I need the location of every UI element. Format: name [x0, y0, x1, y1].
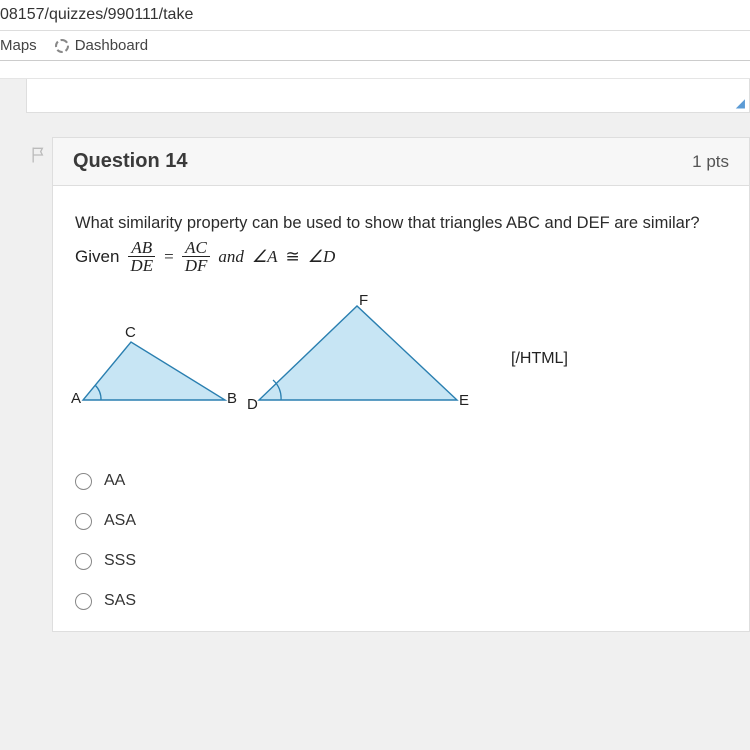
dashboard-icon — [55, 39, 69, 53]
vertex-a: A — [71, 390, 81, 407]
question-points: 1 pts — [692, 152, 729, 172]
bookmark-label: Dashboard — [75, 37, 148, 54]
radio-icon — [75, 553, 92, 570]
options-group: AA ASA SSS SAS — [75, 461, 727, 621]
question-body: What similarity property can be used to … — [53, 186, 749, 631]
bookmarks-bar: Maps Dashboard — [0, 31, 750, 61]
fraction-1: AB DE — [127, 239, 156, 274]
stray-html-tag: [/HTML] — [511, 350, 568, 368]
url-text: 08157/quizzes/990111/take — [0, 6, 193, 23]
triangle-abc-svg — [75, 330, 235, 412]
previous-answer-box[interactable]: ◢ — [26, 79, 750, 113]
diagram-row: A B C D E F [/HTML] — [75, 300, 727, 417]
option-aa[interactable]: AA — [75, 461, 727, 501]
option-label: ASA — [104, 512, 136, 530]
fraction-2: AC DF — [182, 239, 211, 274]
resize-grip-icon: ◢ — [736, 96, 745, 110]
bookmark-label: Maps — [0, 37, 37, 54]
equals-sign: = — [164, 247, 174, 267]
option-asa[interactable]: ASA — [75, 501, 727, 541]
flag-gutter — [26, 137, 52, 632]
triangle-def-svg — [249, 300, 469, 412]
header-gap — [0, 61, 750, 79]
question-card: Question 14 1 pts What similarity proper… — [52, 137, 750, 632]
vertex-b: B — [227, 390, 237, 407]
url-bar: 08157/quizzes/990111/take — [0, 0, 750, 31]
congruent-sign: ≅ — [285, 247, 299, 267]
radio-icon — [75, 513, 92, 530]
angle-d: ∠D — [308, 247, 336, 267]
given-line: Given AB DE = AC DF and ∠A ≅ ∠D — [75, 239, 727, 274]
option-label: SAS — [104, 592, 136, 610]
option-label: SSS — [104, 552, 136, 570]
triangle-def: D E F — [249, 300, 469, 417]
radio-icon — [75, 473, 92, 490]
question-header: Question 14 1 pts — [53, 138, 749, 186]
radio-icon — [75, 593, 92, 610]
vertex-f: F — [359, 292, 368, 309]
option-label: AA — [104, 472, 125, 490]
vertex-c: C — [125, 324, 136, 341]
given-and: and — [218, 247, 244, 267]
option-sss[interactable]: SSS — [75, 541, 727, 581]
triangle-abc: A B C — [75, 330, 235, 417]
question-title: Question 14 — [73, 150, 187, 173]
flag-outline-icon[interactable] — [29, 145, 49, 165]
angle-a: ∠A — [252, 247, 278, 267]
vertex-e: E — [459, 392, 469, 409]
given-prefix: Given — [75, 247, 119, 267]
bookmark-dashboard[interactable]: Dashboard — [55, 37, 148, 54]
question-prompt: What similarity property can be used to … — [75, 214, 727, 233]
option-sas[interactable]: SAS — [75, 581, 727, 621]
vertex-d: D — [247, 396, 258, 413]
bookmark-maps[interactable]: Maps — [0, 37, 37, 54]
